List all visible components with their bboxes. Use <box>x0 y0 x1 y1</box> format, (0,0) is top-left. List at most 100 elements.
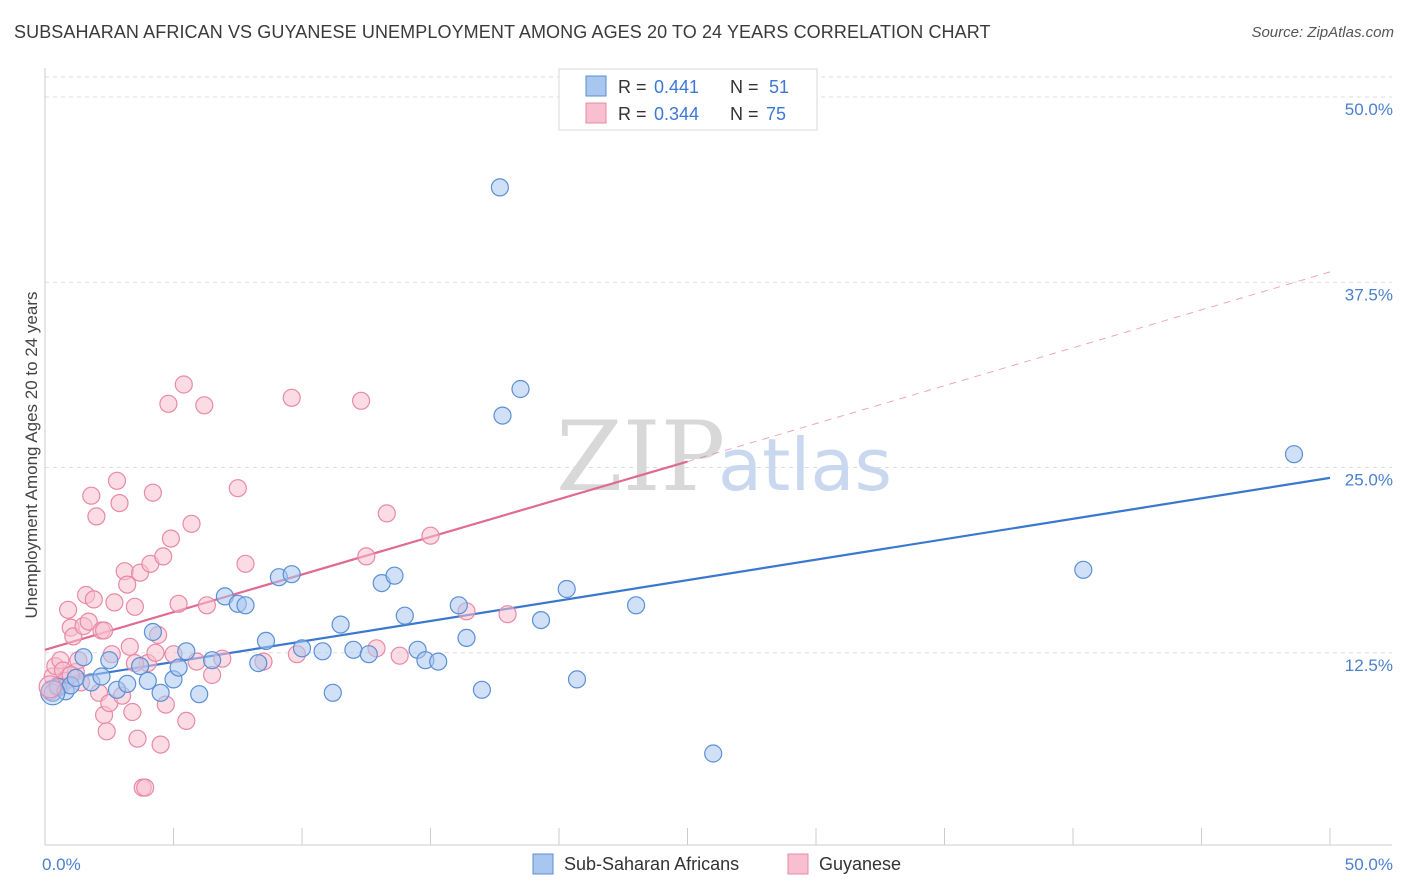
pink-point-16 <box>84 590 103 609</box>
watermark-atlas: atlas <box>718 423 892 507</box>
legend-r-value-pink: 0.344 <box>654 104 699 124</box>
blue-point-28 <box>313 642 332 661</box>
blue-point-14 <box>151 683 170 702</box>
blue-point-30 <box>331 615 350 634</box>
pink-point-30 <box>120 637 139 656</box>
blue-point-38 <box>429 652 448 671</box>
blue-point-18 <box>190 685 209 704</box>
pink-point-24 <box>105 593 124 612</box>
y-tick-labels: 12.5% 25.0% 37.5% 50.0% <box>1345 100 1393 675</box>
pink-point-15 <box>82 486 101 505</box>
blue-point-40 <box>457 628 476 648</box>
blue-point-19 <box>203 651 222 670</box>
blue-point-17 <box>177 642 196 661</box>
blue-point-12 <box>138 671 157 691</box>
blue-point-4 <box>66 668 85 688</box>
pink-point-14 <box>79 612 98 631</box>
y-axis-label: Unemployment Among Ages 20 to 24 years <box>22 292 41 619</box>
blue-point-34 <box>385 566 404 585</box>
pink-point-40 <box>146 643 165 662</box>
x-tick-label-0: 0.0% <box>42 855 81 874</box>
pink-point-48 <box>169 594 188 613</box>
pink-point-31 <box>123 702 142 722</box>
blue-point-29 <box>323 683 342 702</box>
pink-point-42 <box>151 735 170 754</box>
legend-r-label-blue: R = <box>618 77 647 97</box>
blue-point-8 <box>100 651 119 670</box>
x-tick-labels: 0.0% 50.0% <box>42 855 1393 874</box>
pink-point-29 <box>118 575 137 594</box>
blue-point-16 <box>169 658 188 677</box>
legend-swatch-pink <box>585 102 607 124</box>
legend-n-value-pink: 75 <box>766 104 786 124</box>
legend-n-label-pink: N = <box>730 104 759 124</box>
pink-point-60 <box>282 388 301 407</box>
pink-point-54 <box>197 596 216 615</box>
pink-point-62 <box>352 391 371 410</box>
pink-point-71 <box>94 621 114 640</box>
axes <box>44 68 1392 846</box>
y-tick-label-1: 25.0% <box>1345 471 1393 490</box>
pink-point-49 <box>174 375 193 394</box>
x-tick-label-1: 50.0% <box>1345 855 1393 874</box>
blue-point-32 <box>359 645 378 664</box>
bottom-legend: Sub-Saharan Africans Guyanese <box>532 853 901 875</box>
legend-n-label-blue: N = <box>730 77 759 97</box>
blue-point-24 <box>256 631 276 651</box>
pink-point-67 <box>421 526 440 545</box>
bottom-legend-swatch-blue <box>532 853 554 875</box>
blue-point-49 <box>704 744 723 763</box>
trend-line-blue <box>44 476 1331 684</box>
blue-point-22 <box>236 596 255 615</box>
blue-point-31 <box>344 640 363 659</box>
pink-point-25 <box>107 471 127 490</box>
pink-cluster-point <box>38 675 62 699</box>
blue-point-46 <box>557 579 576 599</box>
blue-point-11 <box>131 656 150 676</box>
pink-point-45 <box>159 394 178 413</box>
pink-point-53 <box>195 396 214 415</box>
pink-point-65 <box>377 504 396 523</box>
blue-point-23 <box>249 653 268 673</box>
pink-point-7 <box>58 600 78 619</box>
pink-point-26 <box>110 494 129 513</box>
watermark-zip: ZIP <box>556 401 725 513</box>
blue-point-41 <box>472 680 491 699</box>
pink-point-32 <box>125 597 144 616</box>
pink-point-43 <box>154 547 173 566</box>
blue-point-47 <box>567 670 587 689</box>
legend-r-label-pink: R = <box>618 104 647 124</box>
blue-point-43 <box>490 178 509 197</box>
pink-point-50 <box>177 711 196 731</box>
y-tick-label-2: 37.5% <box>1345 285 1393 304</box>
pink-point-69 <box>498 605 517 624</box>
pink-point-33 <box>128 729 147 748</box>
pink-point-46 <box>161 529 180 548</box>
blue-point-5 <box>74 648 93 667</box>
legend-n-value-blue: 51 <box>769 77 789 97</box>
data-points <box>38 178 1304 797</box>
pink-point-66 <box>390 646 409 665</box>
chart-title: SUBSAHARAN AFRICAN VS GUYANESE UNEMPLOYM… <box>14 22 991 42</box>
pink-point-36 <box>136 778 155 797</box>
blue-point-13 <box>143 622 162 642</box>
y-tick-label-3: 50.0% <box>1345 100 1393 119</box>
pink-point-58 <box>236 554 255 573</box>
blue-point-51 <box>1284 445 1304 464</box>
blue-point-26 <box>282 565 301 584</box>
blue-point-35 <box>395 606 414 625</box>
pink-point-21 <box>97 722 116 741</box>
y-tick-label-0: 12.5% <box>1345 656 1393 675</box>
blue-point-27 <box>292 639 312 658</box>
blue-point-44 <box>511 379 530 399</box>
blue-point-48 <box>626 596 646 615</box>
pink-point-17 <box>87 507 106 526</box>
pink-point-51 <box>182 514 201 533</box>
bottom-legend-swatch-pink <box>787 853 809 875</box>
blue-point-39 <box>449 596 468 615</box>
pink-point-39 <box>143 483 162 502</box>
pink-point-57 <box>228 479 247 498</box>
chart-source: Source: ZipAtlas.com <box>1251 24 1394 41</box>
blue-point-10 <box>118 674 137 694</box>
